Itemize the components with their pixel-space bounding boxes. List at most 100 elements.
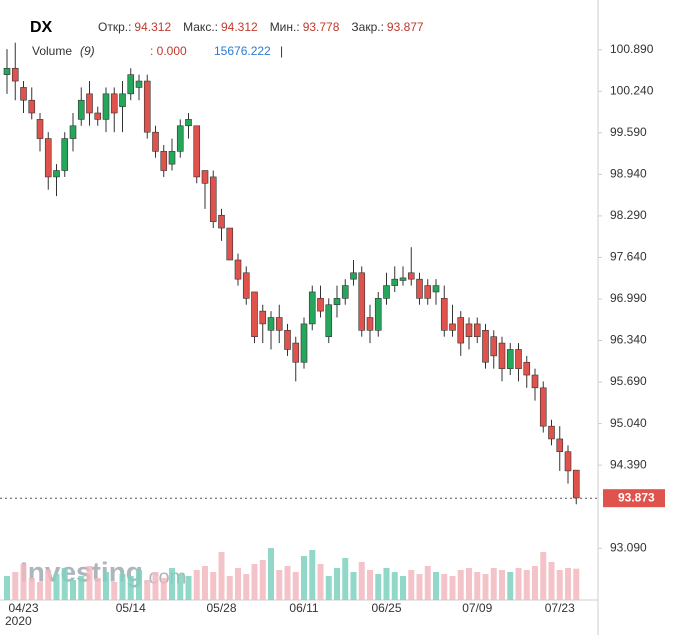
last-price-label: 93.873 xyxy=(618,490,655,504)
volume-bar xyxy=(532,566,538,600)
candle-body xyxy=(160,151,168,171)
candle-body xyxy=(457,317,465,344)
candle-body xyxy=(275,317,283,331)
volume-bar xyxy=(78,576,85,600)
volume-bar xyxy=(309,550,316,600)
candle-body xyxy=(69,125,77,139)
volume-bar xyxy=(474,572,481,600)
header-value: 93.877 xyxy=(387,20,424,34)
y-tick-label: 98.290 xyxy=(610,208,647,222)
candle-body xyxy=(374,298,382,331)
candle-body xyxy=(465,323,473,337)
candle-body xyxy=(308,291,316,325)
volume-bar xyxy=(408,570,415,600)
volume-bar xyxy=(540,552,547,600)
volume-bar xyxy=(515,568,522,600)
y-tick-label: 96.340 xyxy=(610,333,647,347)
cursor: | xyxy=(280,44,283,58)
volume-bar xyxy=(391,572,398,600)
candle-body xyxy=(358,272,366,331)
candle-body xyxy=(44,138,52,178)
volume-param: (9) xyxy=(80,44,95,58)
volume-bar xyxy=(268,548,274,600)
candle-body xyxy=(201,170,209,184)
volume-bar xyxy=(160,578,167,600)
volume-bar xyxy=(193,570,200,600)
volume-bar xyxy=(367,570,373,600)
candle-body xyxy=(556,438,564,453)
candle-body xyxy=(267,317,275,331)
candle-body xyxy=(86,93,93,114)
candle-body xyxy=(407,272,415,280)
volume-bar xyxy=(169,568,175,600)
volume-bar xyxy=(317,564,324,600)
candle-body xyxy=(383,285,390,299)
y-tick-label: 98.940 xyxy=(610,167,647,181)
candle-body xyxy=(94,112,102,120)
header-label: Макс.: xyxy=(183,20,218,34)
volume-bar xyxy=(12,572,19,600)
candle-body xyxy=(325,304,333,337)
header-value: 93.778 xyxy=(303,20,340,34)
volume-bar xyxy=(523,570,530,600)
candle-body xyxy=(226,227,234,261)
candle-body xyxy=(20,87,27,101)
volume-value: : 0.000 xyxy=(150,44,187,58)
candle-body xyxy=(440,298,448,331)
volume-bar xyxy=(86,566,93,600)
y-tick-label: 93.090 xyxy=(610,540,647,554)
candle-body xyxy=(209,176,217,222)
volume-bar xyxy=(301,556,307,600)
candle-body xyxy=(350,272,357,280)
candle-body xyxy=(193,125,201,178)
volume-bar xyxy=(235,568,241,600)
volume-bar xyxy=(103,572,109,600)
candle-body xyxy=(366,317,374,331)
y-tick-label: 94.390 xyxy=(610,457,647,471)
candle-body xyxy=(548,425,555,440)
y-tick-label: 100.240 xyxy=(610,83,654,97)
volume-bar xyxy=(292,572,299,600)
candle-body xyxy=(3,67,11,75)
candle-body xyxy=(36,119,44,139)
candle-body xyxy=(531,374,539,389)
candle-body xyxy=(242,272,250,299)
volume-name: Volume xyxy=(32,44,72,58)
volume-bar xyxy=(482,574,489,600)
volume-bar xyxy=(136,570,142,600)
candle-body xyxy=(515,349,522,369)
candle-body xyxy=(572,469,580,499)
candle-body xyxy=(28,99,36,114)
x-tick-label: 04/23 xyxy=(8,601,38,615)
volume-bar xyxy=(573,568,580,600)
candle-body xyxy=(523,361,531,376)
volume-bar xyxy=(152,572,159,600)
volume-bar xyxy=(259,560,266,600)
volume-bar xyxy=(416,574,423,600)
y-tick-label: 95.040 xyxy=(610,416,647,430)
candle-body xyxy=(176,125,184,152)
header-label: Мин.: xyxy=(270,20,300,34)
candle-body xyxy=(300,323,308,363)
volume-bar xyxy=(37,582,43,600)
candle-body xyxy=(341,285,349,299)
candle-body xyxy=(473,323,481,337)
volume-bar xyxy=(276,570,283,600)
x-tick-label: 07/23 xyxy=(545,601,575,615)
volume-bar xyxy=(358,562,365,600)
volume-bar xyxy=(424,566,431,600)
candle-body xyxy=(143,80,151,133)
candle-body xyxy=(234,259,242,280)
candle-body xyxy=(185,119,192,127)
year-label: 2020 xyxy=(5,614,32,628)
volume-bar xyxy=(251,564,258,600)
volume-bar xyxy=(490,568,497,600)
volume-bar xyxy=(210,572,217,600)
x-tick-label: 06/11 xyxy=(289,601,318,615)
x-tick-label: 07/09 xyxy=(462,601,492,615)
volume-bar xyxy=(20,564,27,600)
volume-bar xyxy=(70,580,76,600)
candle-body xyxy=(110,93,118,114)
